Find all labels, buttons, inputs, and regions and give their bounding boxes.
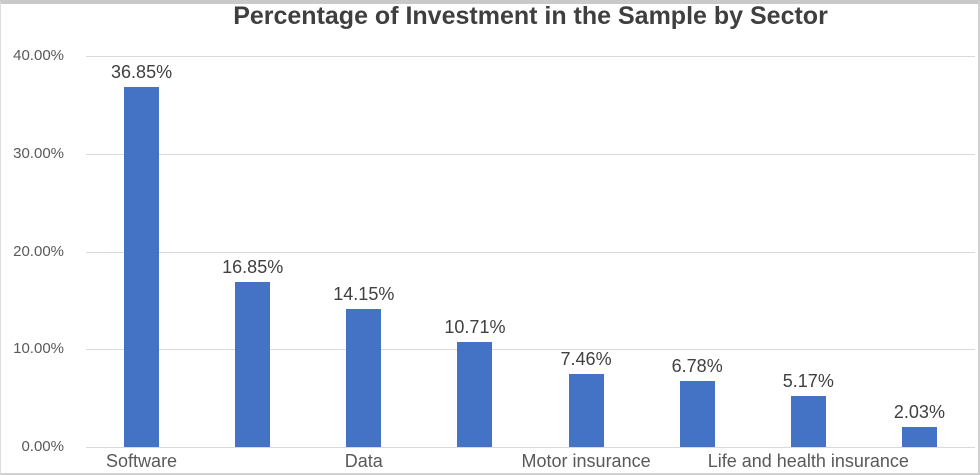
x-axis-tick-label: Life and health insurance (707, 451, 909, 471)
bar (346, 308, 382, 447)
bar (124, 86, 160, 447)
x-axis-tick-label: Motor insurance (521, 451, 651, 471)
y-axis-tick-label: 10.00% (13, 340, 64, 358)
x-axis-line (86, 447, 975, 448)
y-axis-tick-label: 20.00% (13, 242, 64, 260)
bar (568, 374, 604, 447)
bar (901, 427, 937, 447)
bar (457, 342, 493, 447)
bar (790, 396, 826, 447)
bar-data-label: 14.15% (333, 283, 395, 304)
y-axis-tick-label: 40.00% (13, 47, 64, 64)
y-axis-tick-label: 0.00% (21, 438, 64, 455)
gridline (86, 153, 975, 155)
gridline (86, 56, 975, 57)
chart-title: Percentage of Investment in the Sample b… (233, 2, 828, 30)
bar-data-label: 36.85% (111, 61, 173, 82)
y-axis-tick-label: 30.00% (13, 144, 64, 162)
bar-data-label: 6.78% (671, 355, 723, 376)
x-axis-tick-label: Data (344, 451, 383, 471)
bar (235, 282, 271, 447)
bar-data-label: 10.71% (444, 317, 506, 338)
plot-area: 36.85% 16.85% 14.15% 10.71% 7.46% 6.78% 5.17% 2… (86, 56, 975, 448)
bar-data-label: 2.03% (893, 402, 945, 423)
bar-data-label: 5.17% (782, 371, 834, 392)
gridline (86, 251, 975, 253)
bar-data-label: 7.46% (560, 349, 612, 370)
gridline (86, 349, 975, 351)
bar-data-label: 16.85% (222, 257, 284, 278)
bar (679, 380, 715, 447)
x-axis-tick-label: Software (106, 451, 178, 471)
